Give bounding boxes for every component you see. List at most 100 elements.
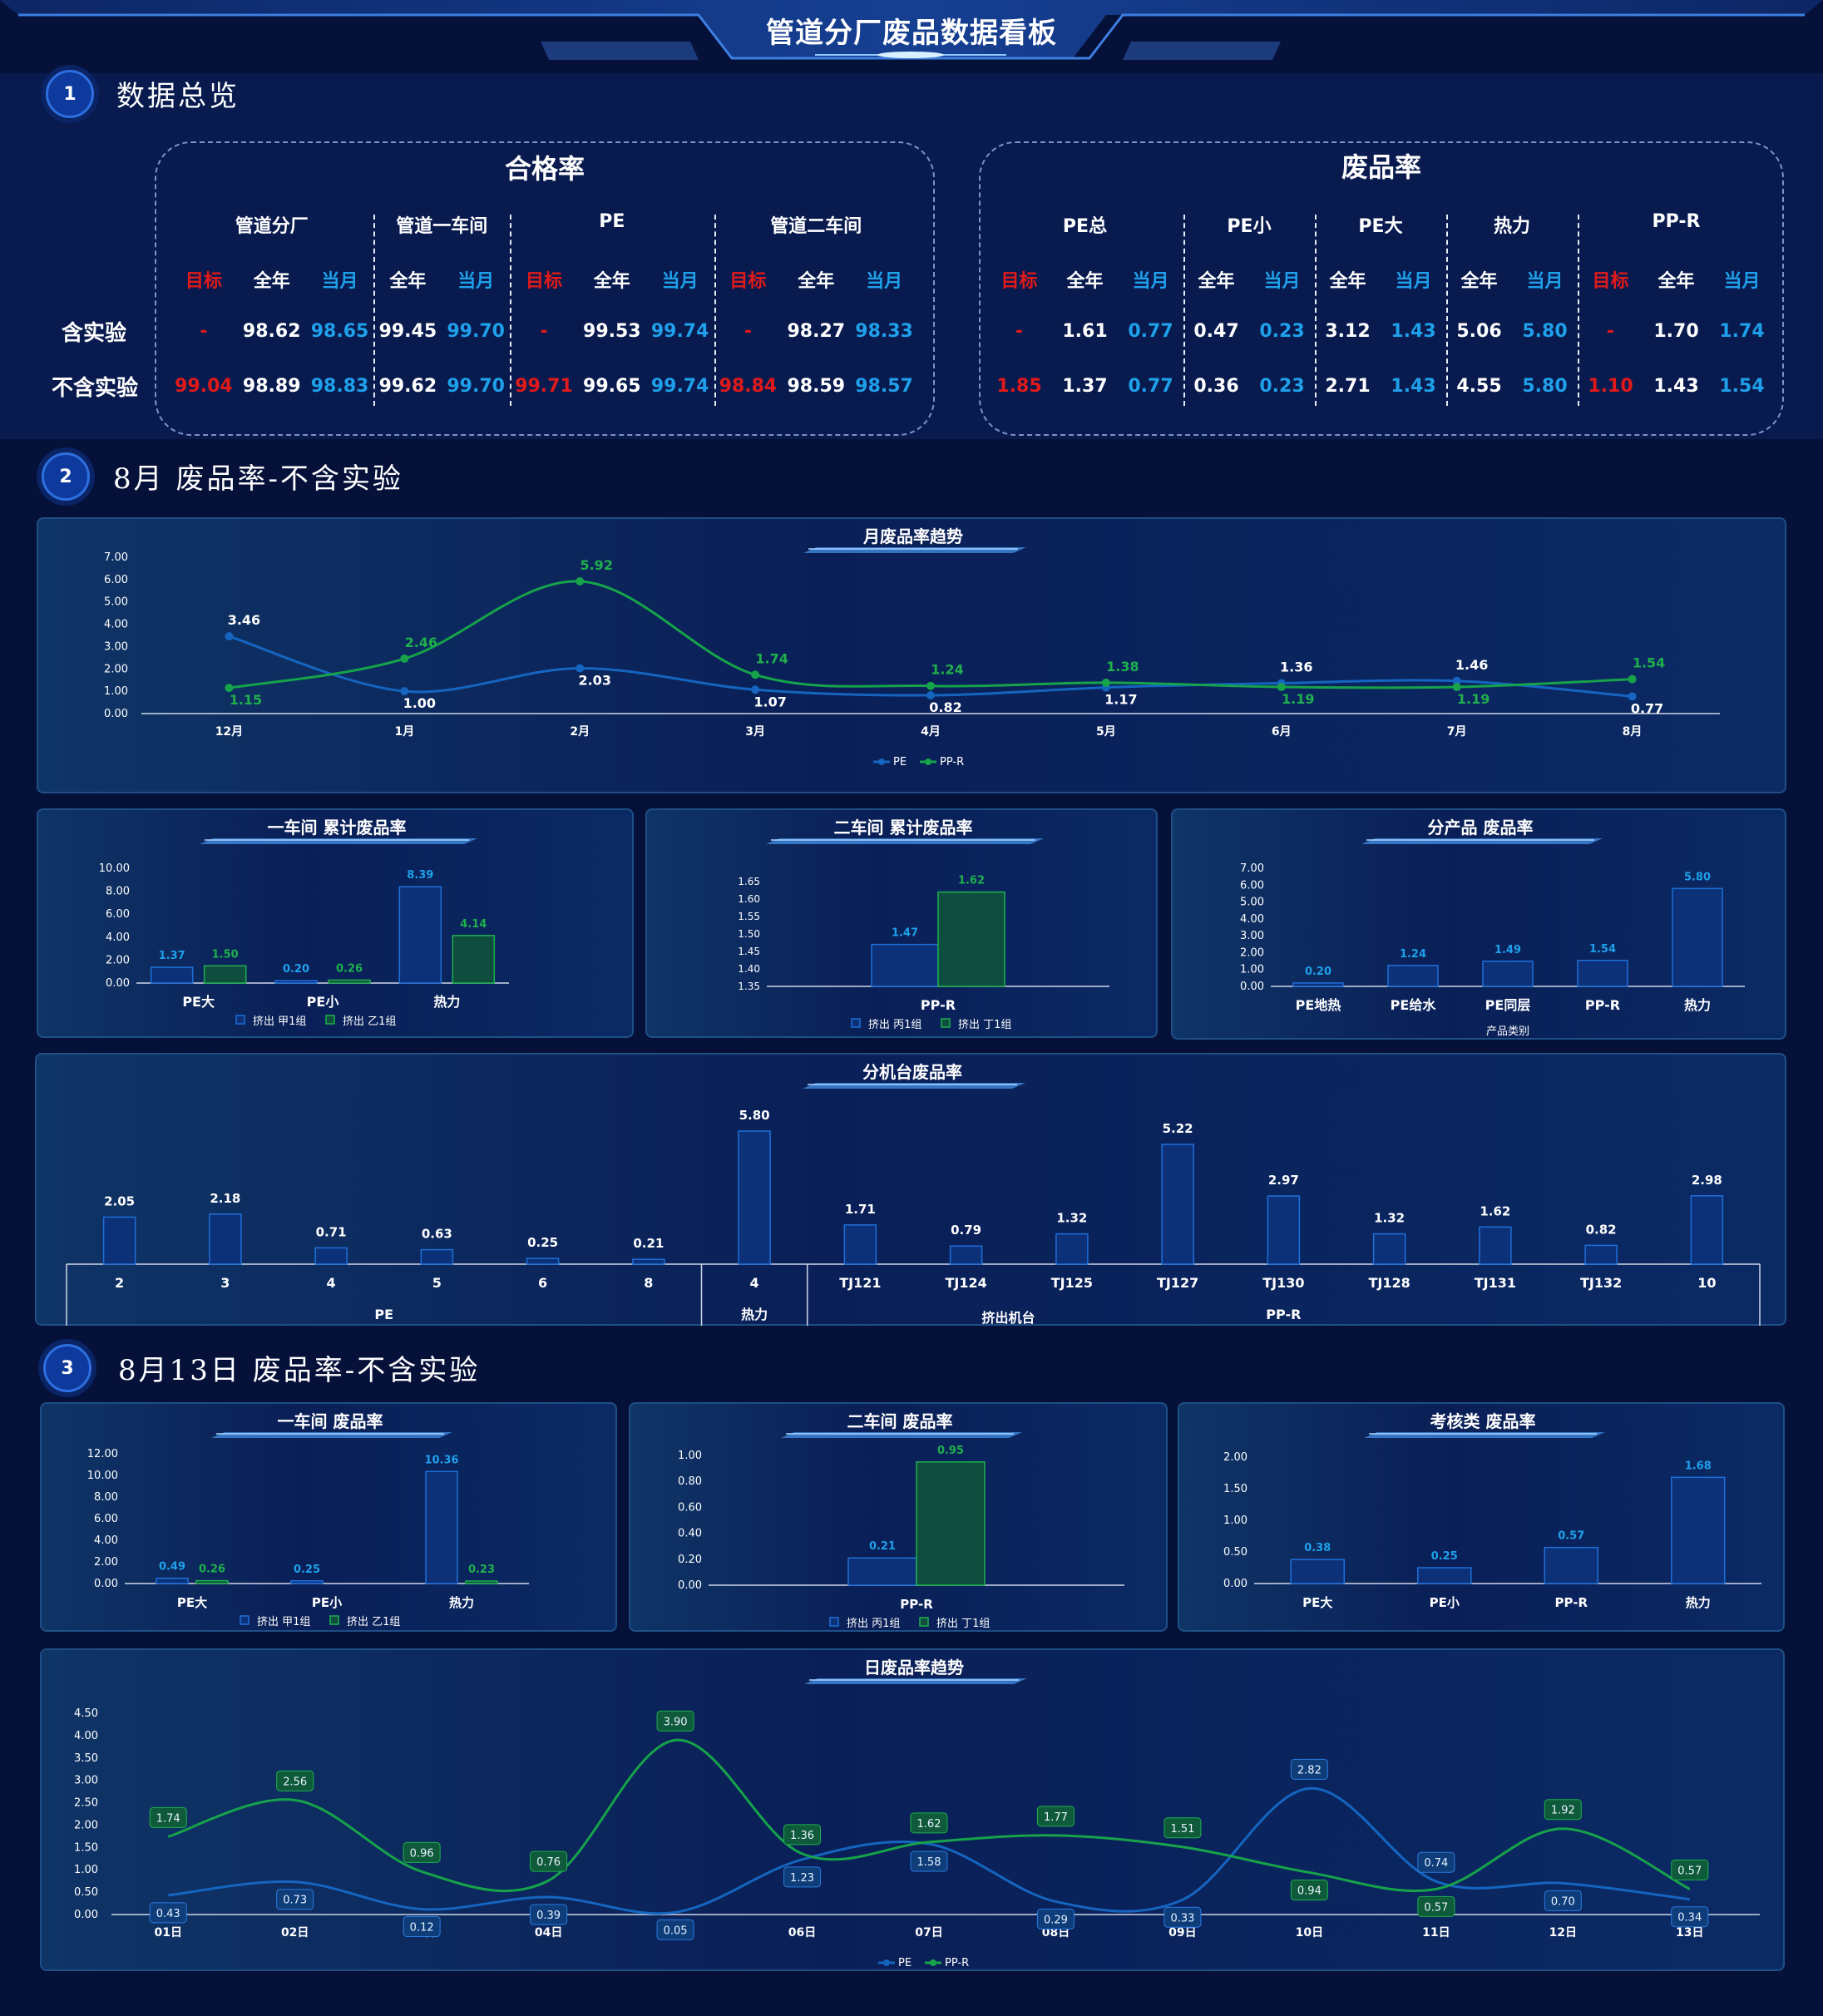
x-category-label: 热力 [1684, 997, 1711, 1013]
legend-marker [930, 1959, 936, 1966]
column-header: 目标 [185, 271, 222, 292]
point-label: 1.19 [1282, 691, 1314, 707]
bar [949, 1245, 983, 1265]
section-1-badge: 1 [46, 70, 94, 118]
title-underline [781, 1432, 1022, 1438]
series-point [1628, 674, 1637, 684]
y-tick-label: 0.00 [106, 977, 130, 990]
table-cell: 0.36 [1193, 376, 1239, 397]
point-label: 1.17 [1104, 692, 1137, 708]
bar [871, 943, 939, 987]
point-label: 5.92 [580, 557, 612, 573]
table-cell: 0.47 [1193, 321, 1239, 342]
title-underline [1364, 1432, 1605, 1438]
y-tick-label: 0.50 [1223, 1546, 1247, 1559]
by_machine-chart: 分机台废品率 2.05 2 2.18 3 0.71 4 0.63 5 0.25 6 0.21 8 5.80… [66, 1062, 1761, 1326]
bar-value-label: 0.95 [937, 1445, 964, 1457]
bar-value-label: 5.80 [1684, 871, 1711, 883]
x-category-label: 02日 [281, 1926, 309, 1939]
bar-value-label: 0.23 [468, 1564, 495, 1576]
y-tick-label: 1.00 [104, 685, 128, 698]
bar-value-label: 0.63 [422, 1227, 452, 1242]
y-tick-label: 4.00 [106, 931, 130, 944]
column-header: 当月 [321, 271, 358, 292]
group-divider [1315, 215, 1317, 406]
y-tick-label: 2.00 [1223, 1451, 1247, 1464]
x-category-label: 09日 [1168, 1926, 1196, 1939]
bar [1690, 1195, 1724, 1265]
table-cell: - [1015, 321, 1024, 342]
point-label: 0.94 [1297, 1885, 1322, 1897]
bar-value-label: 1.62 [958, 875, 985, 887]
point-label-box [149, 1806, 187, 1828]
series-line [167, 1738, 1691, 1893]
x-category-label: 6 [538, 1275, 547, 1291]
bar-value-label: 0.49 [159, 1561, 185, 1574]
title-underline [804, 1678, 1027, 1684]
series-line [229, 580, 1633, 689]
x-category-label: 5 [432, 1275, 442, 1291]
table-cell: - [1606, 321, 1615, 342]
table-cell: 98.57 [855, 376, 913, 397]
bar [937, 891, 1005, 987]
y-tick-label: 3.00 [1240, 930, 1264, 942]
table-cell: 3.12 [1325, 321, 1371, 342]
point-label-box [910, 1812, 948, 1834]
bar [1671, 1476, 1726, 1584]
legend-swatch [941, 1018, 951, 1028]
ws1_day-chart: 一车间 废品率 0.00 2.00 4.00 6.00 8.00 10.00 12.00 PE大… [87, 1411, 529, 1628]
bar-value-label: 1.24 [1400, 948, 1426, 961]
point-label-box [149, 1902, 187, 1924]
page-title: 管道分厂废品数据看板 [766, 17, 1057, 50]
table-cell: 98.33 [855, 321, 913, 342]
point-label: 0.12 [410, 1922, 434, 1934]
point-label: 1.62 [917, 1818, 941, 1831]
x-category-label: PE小 [312, 1595, 342, 1610]
x-category-label: 6月 [1272, 725, 1292, 739]
bar [1372, 1233, 1406, 1265]
x-category-label: 2 [115, 1275, 124, 1291]
bar-value-label: 1.62 [1480, 1203, 1510, 1218]
point-label: 0.82 [929, 699, 961, 715]
bar [203, 965, 247, 984]
bar-value-label: 0.79 [951, 1223, 981, 1238]
bar [1055, 1233, 1089, 1265]
point-label: 0.43 [156, 1908, 180, 1920]
x-category-label: 12月 [215, 725, 243, 739]
y-tick-label: 8.00 [106, 886, 130, 898]
column-header: 当月 [1395, 271, 1432, 292]
bar [1544, 1546, 1598, 1584]
y-tick-label: 5.00 [104, 596, 128, 609]
point-label-box [656, 1710, 694, 1732]
point-label-box [1417, 1895, 1455, 1917]
table-cell: 99.53 [583, 321, 641, 342]
x-category-label: 06日 [788, 1926, 816, 1939]
point-label: 2.03 [578, 672, 610, 688]
bar-value-label: 0.26 [336, 962, 363, 975]
x-category-label: 10 [1697, 1275, 1716, 1291]
point-label: 0.29 [1044, 1914, 1068, 1926]
column-header: 目标 [525, 271, 562, 292]
bar-value-label: 0.25 [1431, 1550, 1458, 1563]
section-1-title: 数据总览 [116, 80, 240, 113]
bar [328, 979, 371, 984]
scrap-group-name: PE小 [1227, 216, 1272, 237]
y-tick-label: 12.00 [87, 1448, 118, 1460]
y-tick-label: 3.00 [104, 640, 128, 653]
bar [916, 1461, 986, 1586]
table-cell: 98.89 [242, 376, 301, 397]
x-category-label: PE小 [307, 994, 339, 1010]
group-divider [1183, 215, 1185, 406]
x-category-label: PE大 [1302, 1595, 1332, 1610]
table-cell: 98.27 [787, 321, 846, 342]
y-tick-label: 1.35 [738, 981, 760, 992]
series-point [751, 685, 760, 694]
bar [526, 1258, 560, 1265]
table-cell: 2.71 [1325, 376, 1371, 397]
column-header: 全年 [1066, 271, 1104, 292]
point-label-box [783, 1866, 822, 1888]
point-label: 1.46 [1455, 657, 1488, 673]
pass-rate-box [155, 141, 935, 436]
point-label-box [403, 1841, 441, 1863]
daily-panel: 日废品率趋势 0.00 0.50 1.00 1.50 2.00 2.50 3.00 3.50 4.… [40, 1648, 1785, 1971]
